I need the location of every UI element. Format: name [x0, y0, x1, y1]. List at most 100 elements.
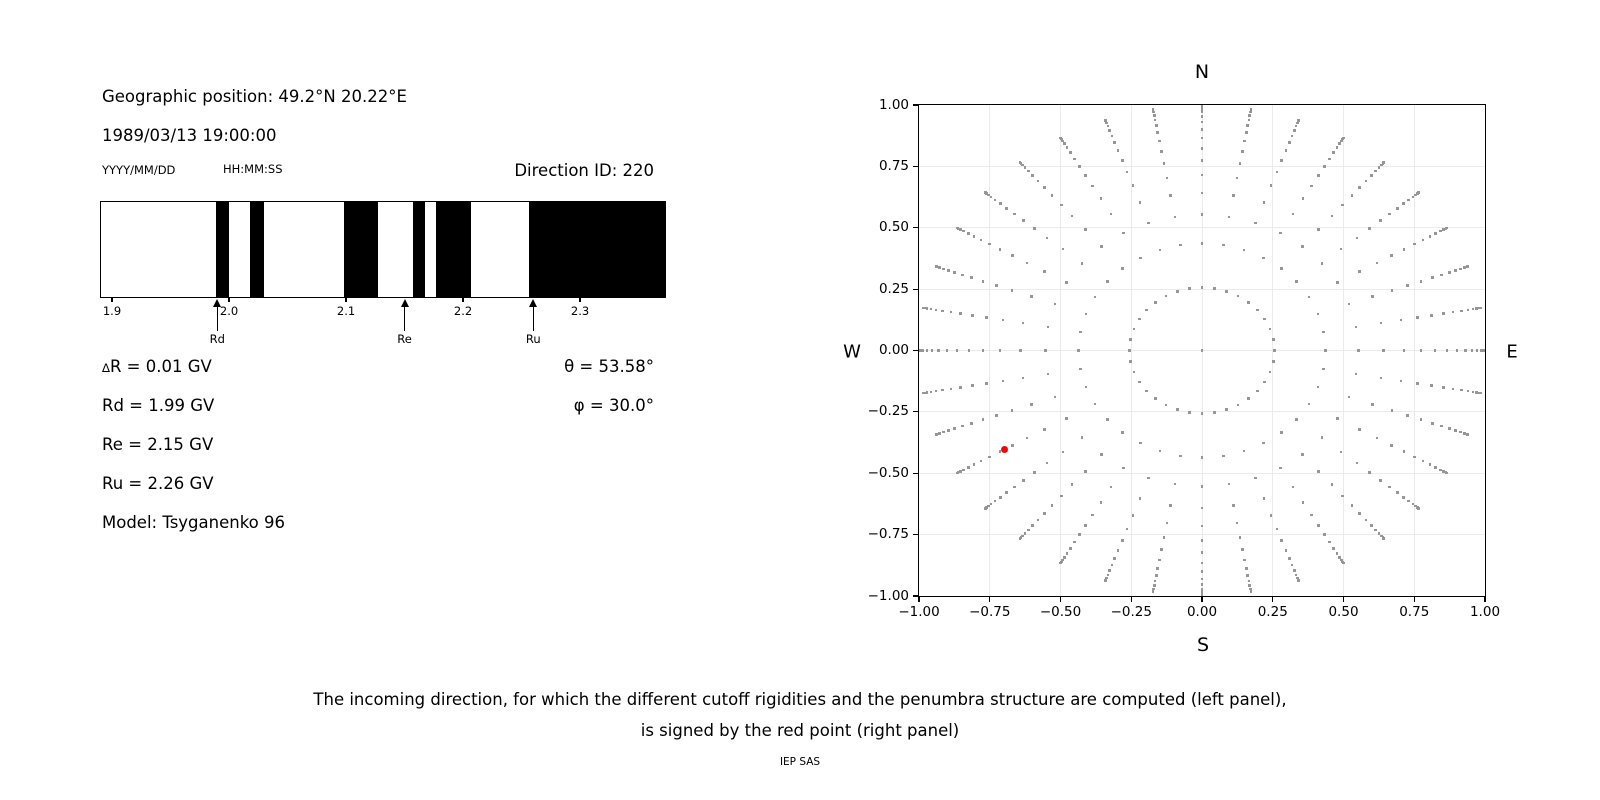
scatter-dot	[1262, 497, 1266, 500]
cutoff-arrow-label: Re	[397, 331, 412, 346]
scatter-dot	[1466, 265, 1470, 268]
scatter-dot	[1106, 280, 1109, 283]
cutoff-arrow	[216, 306, 218, 331]
scatter-dot	[1200, 191, 1204, 195]
scatter-dot	[1238, 162, 1242, 165]
scatter-dot	[1382, 161, 1386, 164]
scatter-dot	[1419, 280, 1423, 283]
scatter-dot	[1434, 466, 1438, 469]
gridline-h	[919, 472, 1485, 474]
scatter-dot	[1246, 574, 1250, 577]
scatter-dot	[1317, 228, 1321, 232]
scatter-dot	[1297, 579, 1301, 583]
scatter-dot	[972, 463, 976, 466]
scatter-dot	[1238, 536, 1242, 539]
scatter-dot	[1347, 395, 1351, 399]
scatter-dot	[1200, 107, 1204, 110]
scatter-dot	[1122, 466, 1126, 470]
y-tick-label: −0.75	[867, 526, 909, 543]
x-tick-mark	[1130, 597, 1132, 602]
scatter-dot	[1200, 115, 1204, 118]
geo-position-label: Geographic position: 49.2°N 20.22°E	[102, 87, 407, 106]
scatter-dot	[994, 284, 998, 287]
scatter-dot	[994, 414, 998, 417]
scatter-dot	[1025, 261, 1029, 265]
scatter-dot	[1108, 129, 1111, 132]
compass-east-label: E	[1506, 341, 1518, 363]
scatter-dot	[1147, 476, 1150, 480]
scatter-dot	[1200, 591, 1204, 594]
scatter-dot	[1200, 587, 1204, 591]
x-tick-mark	[918, 597, 920, 602]
scatter-dot	[1248, 114, 1252, 117]
scatter-dot	[945, 349, 949, 352]
scatter-dot	[1471, 307, 1475, 311]
scatter-dot	[972, 234, 976, 238]
scatter-dot	[1106, 573, 1110, 577]
scatter-dot	[1156, 131, 1159, 134]
x-tick-mark	[1201, 597, 1203, 602]
scatter-dot	[1200, 286, 1204, 290]
scatter-dot	[1402, 349, 1406, 352]
scatter-dot	[1335, 146, 1339, 149]
scatter-dot	[1160, 150, 1163, 153]
scatter-dot	[1355, 236, 1359, 240]
scatter-dot	[1338, 555, 1341, 559]
scatter-dot	[1244, 131, 1248, 134]
scatter-dot	[1442, 228, 1445, 231]
scatter-dot	[1005, 206, 1008, 210]
theta-value: θ = 53.58°	[564, 357, 654, 376]
scatter-dot	[1323, 533, 1326, 536]
scatter-dot	[1188, 410, 1191, 414]
scatter-dot	[1200, 570, 1204, 574]
scatter-dot	[1059, 561, 1062, 565]
penumbra-tick-mark	[345, 297, 347, 302]
scatter-dot	[1045, 236, 1049, 240]
scatter-dot	[1301, 453, 1304, 456]
scatter-dot	[1368, 471, 1372, 474]
re-value: Re = 2.15 GV	[102, 435, 214, 454]
scatter-dot	[1310, 513, 1313, 517]
scatter-dot	[1059, 203, 1063, 207]
scatter-dot	[1317, 524, 1320, 527]
scatter-dot	[1293, 569, 1296, 572]
scatter-dot	[1419, 418, 1423, 421]
scatter-dot	[1350, 194, 1354, 197]
scatter-dot	[1012, 485, 1016, 489]
scatter-dot	[1152, 114, 1156, 117]
compass-south-label: S	[1196, 634, 1210, 656]
scatter-dot	[1375, 436, 1379, 440]
scatter-dot	[1011, 254, 1014, 257]
scatter-dot	[979, 459, 983, 463]
x-tick-label: −0.75	[969, 604, 1011, 620]
scatter-dot	[1069, 151, 1072, 154]
cutoff-arrow-head	[400, 299, 409, 307]
scatter-dot	[1338, 142, 1341, 146]
scatter-dot	[1249, 110, 1252, 114]
scatter-dot	[1227, 215, 1231, 219]
scatter-dot	[1200, 577, 1204, 581]
scatter-dot	[993, 499, 997, 503]
scatter-dot	[1462, 266, 1466, 269]
scatter-dot	[1399, 318, 1403, 322]
scatter-dot	[1377, 532, 1381, 535]
scatter-dot	[1375, 261, 1379, 265]
scatter-dot	[1390, 444, 1393, 447]
gridline-h	[919, 227, 1485, 229]
scatter-dot	[986, 193, 990, 197]
x-tick-mark	[989, 597, 991, 602]
scatter-dot	[1200, 456, 1204, 459]
scatter-dot	[1138, 317, 1141, 321]
penumbra-tick-mark	[228, 297, 230, 302]
scatter-dot	[984, 191, 987, 195]
scatter-dot	[1158, 248, 1162, 252]
scatter-dot	[1354, 325, 1358, 329]
scatter-dot	[1279, 431, 1283, 434]
scatter-dot	[1079, 367, 1082, 371]
scatter-dot	[1063, 555, 1066, 559]
scatter-dot	[1330, 214, 1334, 218]
scatter-dot	[1322, 367, 1325, 371]
scatter-dot	[1320, 436, 1324, 440]
scatter-dot	[937, 349, 940, 352]
scatter-dot	[922, 391, 925, 395]
